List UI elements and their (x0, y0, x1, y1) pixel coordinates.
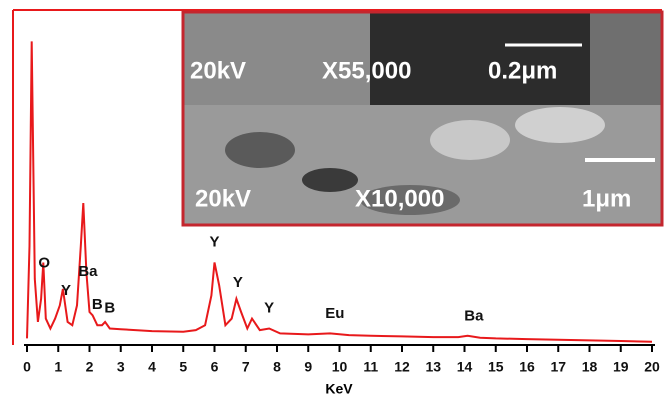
inset-label: X55,000 (322, 57, 411, 84)
inset-label: 20kV (190, 57, 246, 84)
inset-shade (370, 12, 590, 105)
peak-label: Y (61, 282, 71, 299)
x-tick-label: 10 (332, 359, 348, 375)
inset-border (181, 10, 664, 227)
x-tick-label: 9 (304, 359, 312, 375)
peak-label: Ba (78, 263, 98, 280)
x-axis-title: KeV (325, 381, 353, 397)
x-tick-label: 0 (23, 359, 31, 375)
peak-label: O (38, 255, 50, 272)
x-tick-label: 17 (550, 359, 566, 375)
inset-grain (430, 120, 510, 160)
inset: 20kV X55,000 0.2μm 20kV X10,000 1μm (181, 10, 664, 227)
x-tick-label: 18 (582, 359, 598, 375)
inset-grain (225, 132, 295, 168)
peak-label: Y (264, 299, 274, 316)
inset-label: 1μm (582, 185, 631, 212)
x-tick-label: 13 (425, 359, 441, 375)
peak-label: Eu (325, 305, 344, 322)
peak-label: Ba (464, 308, 484, 325)
inset-label: 20kV (195, 185, 251, 212)
x-tick-label: 6 (211, 359, 219, 375)
x-tick-label: 19 (613, 359, 629, 375)
peak-label: B (104, 299, 115, 316)
spectrum-line (26, 41, 653, 343)
x-tick-label: 1 (54, 359, 62, 375)
x-tick-label: 15 (488, 359, 504, 375)
inset-grain (360, 185, 460, 215)
x-tick-label: 2 (86, 359, 94, 375)
inset-shade (183, 12, 373, 105)
x-tick-label: 8 (273, 359, 281, 375)
x-tick-label: 14 (457, 359, 473, 375)
x-tick-label: 4 (148, 359, 156, 375)
peak-label: B (92, 296, 103, 313)
peak-label: Y (209, 233, 219, 250)
x-tick-label: 11 (363, 359, 378, 375)
x-tick-label: 7 (242, 359, 250, 375)
inset-grain (515, 107, 605, 143)
x-tick-label: 20 (644, 359, 660, 375)
inset-label: 0.2μm (488, 57, 557, 84)
x-tick-label: 5 (179, 359, 187, 375)
x-tick-label: 3 (117, 359, 125, 375)
inset-grain (302, 168, 358, 192)
peak-label: Y (233, 274, 243, 291)
x-tick-label: 16 (519, 359, 535, 375)
inset-label: X10,000 (355, 185, 444, 212)
x-tick-label: 12 (394, 359, 410, 375)
